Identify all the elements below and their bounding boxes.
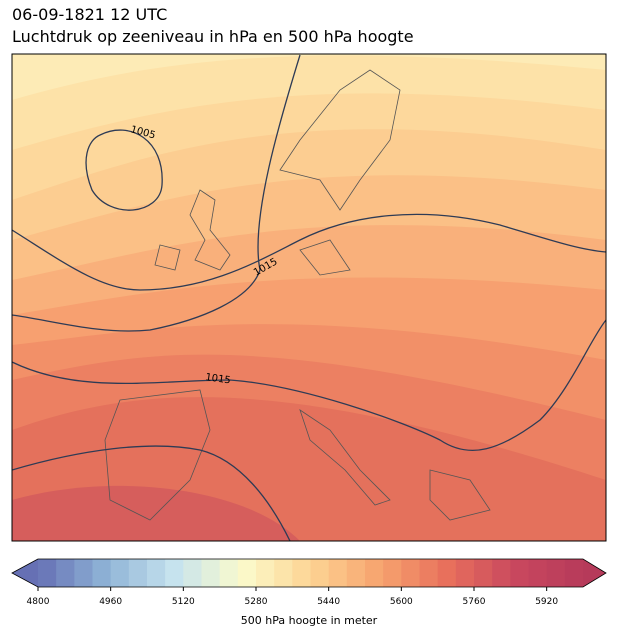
colorbar-outline bbox=[11, 558, 607, 588]
map-frame bbox=[11, 53, 607, 542]
colorbar-label: 500 hPa hoogte in meter bbox=[241, 614, 378, 627]
isobars bbox=[12, 54, 606, 541]
colorbar-tick-label: 5120 bbox=[172, 597, 195, 607]
colorbar: 4800 4960 5120 5280 5440 5600 5760 5920 bbox=[11, 558, 607, 607]
colorbar-band bbox=[546, 559, 566, 587]
colorbar-band bbox=[310, 559, 330, 587]
colorbar-band bbox=[328, 559, 348, 587]
colorbar-band bbox=[165, 559, 184, 587]
colorbar-band bbox=[201, 559, 221, 587]
colorbar-band bbox=[128, 559, 148, 587]
colorbar-band bbox=[419, 559, 439, 587]
colorbar-band bbox=[219, 559, 239, 587]
colorbar-extend-high bbox=[583, 559, 606, 587]
colorbar-band bbox=[38, 559, 57, 587]
isobar-label: 1015 bbox=[205, 372, 232, 386]
colorbar-band bbox=[256, 559, 275, 587]
colorbar-band bbox=[237, 559, 257, 587]
colorbar-band bbox=[564, 559, 584, 587]
coastlines bbox=[104, 69, 491, 521]
title: 06-09-1821 12 UTC bbox=[12, 5, 167, 24]
colorbar-band bbox=[147, 559, 166, 587]
colorbar-extend-low bbox=[12, 559, 38, 587]
subtitle: Luchtdruk op zeeniveau in hPa en 500 hPa… bbox=[12, 27, 414, 46]
map-area: 1005 1015 1015 bbox=[12, 54, 606, 541]
colorbar-band bbox=[292, 559, 311, 587]
colorbar-tick-label: 5920 bbox=[535, 597, 558, 607]
colorbar-band bbox=[383, 559, 402, 587]
colorbar-band bbox=[183, 559, 202, 587]
colorbar-band bbox=[274, 559, 293, 587]
colorbar-band bbox=[510, 559, 529, 587]
colorbar-tick-label: 5760 bbox=[463, 597, 486, 607]
colorbar-band bbox=[492, 559, 511, 587]
colorbar-tick-label: 4800 bbox=[27, 597, 50, 607]
colorbar-band bbox=[56, 559, 75, 587]
colorbar-band bbox=[346, 559, 366, 587]
colorbar-band bbox=[401, 559, 420, 587]
colorbar-band bbox=[455, 559, 475, 587]
colorbar-band bbox=[365, 559, 384, 587]
colorbar-band bbox=[74, 559, 93, 587]
colorbar-band bbox=[437, 559, 457, 587]
colorbar-tick-label: 4960 bbox=[99, 597, 122, 607]
colorbar-band bbox=[528, 559, 548, 587]
colorbar-tick-label: 5600 bbox=[390, 597, 413, 607]
colorbar-band bbox=[110, 559, 130, 587]
colorbar-tick-label: 5280 bbox=[245, 597, 268, 607]
colorbar-band bbox=[92, 559, 112, 587]
colorbar-band bbox=[474, 559, 493, 587]
colorbar-tick-label: 5440 bbox=[317, 597, 340, 607]
